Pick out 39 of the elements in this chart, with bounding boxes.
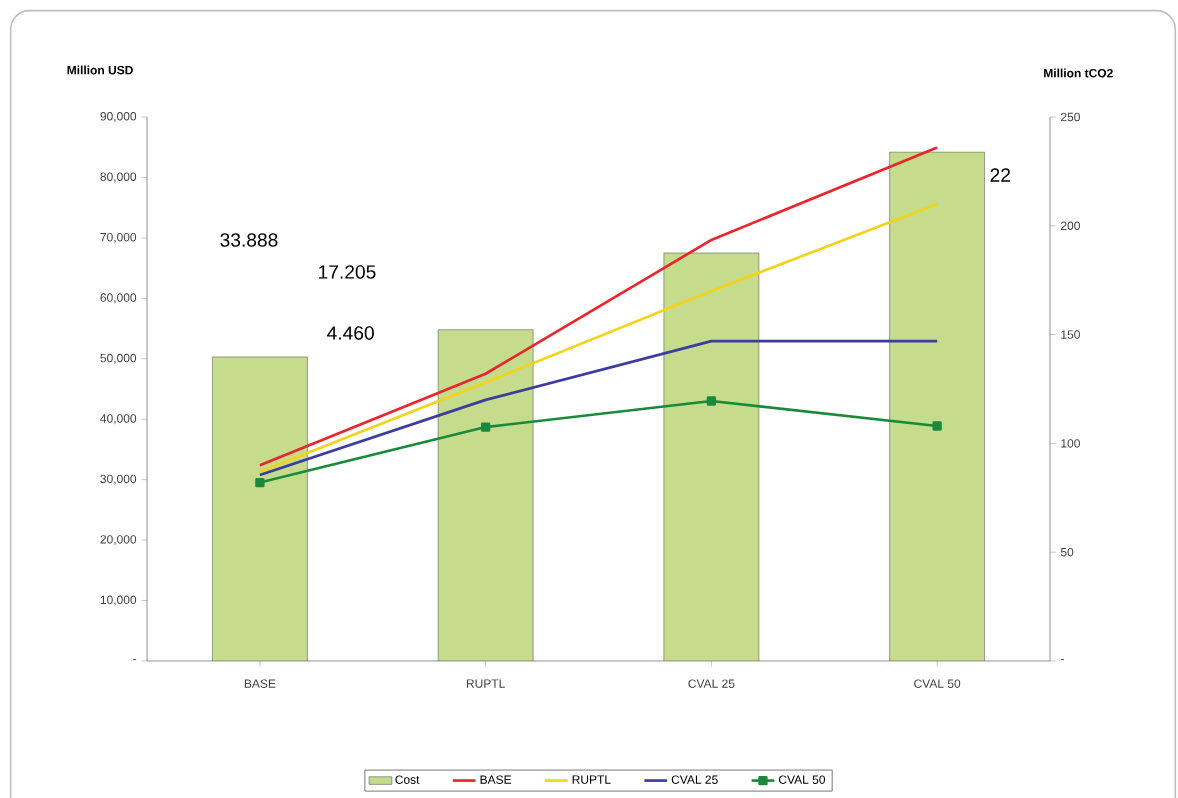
point [255, 477, 265, 488]
legend-label: RUPTL [572, 775, 611, 784]
point [480, 422, 491, 432]
legend-label: BASE [480, 775, 512, 784]
annotation: 22 [990, 168, 1010, 182]
y2-tick-label: 100 [1061, 439, 1080, 448]
y-tick-label: 70,000 [100, 232, 137, 243]
x-tick-label: CVAL 50 [914, 679, 961, 688]
annotation: 17.205 [319, 265, 376, 279]
y-tick-label: 90,000 [100, 112, 137, 122]
point [706, 396, 717, 406]
y-tick-label: - [133, 659, 137, 661]
y-tick-label: 10,000 [100, 595, 137, 606]
bar [212, 356, 308, 661]
y-tick-label: 40,000 [100, 414, 137, 425]
x-tick-label: RUPTL [466, 679, 505, 688]
y2-axis-title: Million tCO2 [1044, 68, 1113, 78]
legend-label: CVAL 25 [671, 775, 718, 784]
y-tick-label: 20,000 [100, 535, 137, 546]
y-tick-label: 50,000 [100, 353, 137, 364]
x-tick-label: CVAL 25 [688, 679, 735, 688]
bar [889, 151, 985, 661]
x-tick-label: BASE [244, 679, 276, 688]
y2-tick-label: 50 [1060, 547, 1074, 557]
y-axis-title: Million USD [67, 65, 133, 75]
y-tick-label: 30,000 [100, 474, 137, 485]
bar [437, 329, 534, 661]
legend-label: CVAL 50 [778, 775, 826, 784]
annotation: 33.888 [220, 233, 278, 247]
legend-label: Cost [395, 775, 420, 784]
y-tick-label: 80,000 [100, 172, 137, 183]
point [932, 421, 942, 431]
annotation: 4.460 [327, 326, 374, 340]
y2-tick-label: 200 [1061, 221, 1080, 231]
y2-tick-label: 250 [1061, 112, 1080, 122]
bar [663, 252, 760, 661]
y2-tick-label: - [1060, 659, 1064, 661]
y-tick-label: 60,000 [100, 293, 137, 304]
y2-tick-label: 150 [1061, 330, 1080, 339]
